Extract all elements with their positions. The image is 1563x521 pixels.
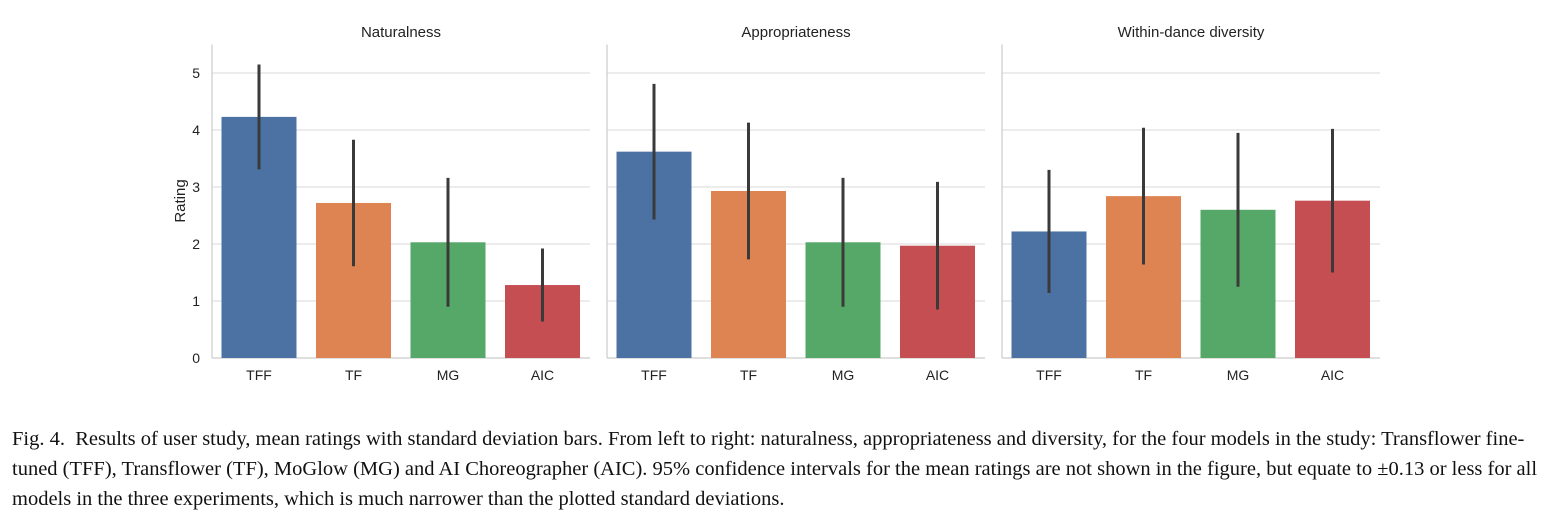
figure-chart: 0 1 2 3 4 5 Naturalness TFF TF MG AIC Appropriatene… [172, 24, 1380, 383]
panel-title: Within-dance diversity [1118, 24, 1265, 41]
caption-label: Fig. 4. [12, 428, 65, 450]
y-tick-label: 4 [192, 122, 200, 138]
x-tick-label: TFF [246, 367, 272, 383]
panel-title: Appropriateness [741, 24, 850, 41]
x-tick-label: TFF [1036, 367, 1062, 383]
panel-title: Naturalness [361, 24, 441, 41]
y-axis-label: Rating [172, 179, 189, 222]
x-tick-label: MG [832, 367, 855, 383]
x-tick-label: TF [345, 367, 362, 383]
y-tick-label: 5 [192, 65, 200, 81]
x-tick-label: TFF [641, 367, 667, 383]
y-tick-label: 1 [192, 293, 200, 309]
plot-layer: 0 1 2 3 4 5 Naturalness TFF TF MG AIC Appropriatene… [192, 24, 1380, 383]
x-tick-label: TF [740, 367, 757, 383]
x-tick-label: AIC [531, 367, 554, 383]
figure-caption: Fig. 4. Results of user study, mean rati… [12, 424, 1557, 514]
x-tick-label: AIC [1321, 367, 1344, 383]
y-tick-label: 2 [192, 236, 200, 252]
x-tick-label: MG [437, 367, 460, 383]
x-tick-label: MG [1227, 367, 1250, 383]
x-tick-label: TF [1135, 367, 1152, 383]
y-tick-label: 0 [192, 350, 200, 366]
caption-text: Results of user study, mean ratings with… [12, 428, 1538, 510]
x-tick-label: AIC [926, 367, 949, 383]
y-tick-label: 3 [192, 179, 200, 195]
